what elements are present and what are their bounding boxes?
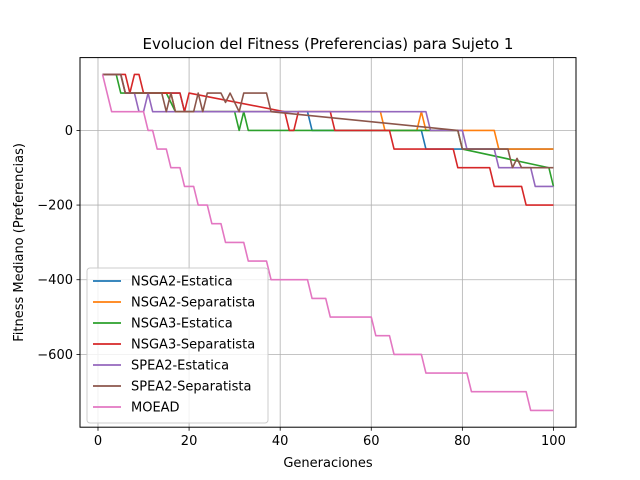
legend-entry-label: NSGA2-Separatista xyxy=(131,296,255,311)
series-lines xyxy=(101,73,555,412)
legend-entry-label: NSGA3-Separatista xyxy=(131,338,255,353)
legend-entry-label: SPEA2-Estatica xyxy=(131,359,229,374)
axis-ticks: 0 20 40 60 80 100 0 −200 −400 −600 xyxy=(37,124,566,449)
legend-entry-label: NSGA2-Estatica xyxy=(131,275,233,290)
legend-entry-label: MOEAD xyxy=(131,401,180,416)
y-tick-label: −600 xyxy=(37,348,73,363)
plot-frame xyxy=(79,57,577,428)
x-tick-label: 40 xyxy=(272,434,289,449)
legend-entry-label: SPEA2-Separatista xyxy=(131,380,252,395)
legend: NSGA2-Estatica NSGA2-Separatista NSGA3-Est… xyxy=(86,267,269,424)
x-tick-label: 80 xyxy=(454,434,471,449)
y-axis-label: Fitness Mediano (Preferencias) xyxy=(12,143,27,342)
y-tick-label: 0 xyxy=(65,124,73,139)
series-line-nsga3-separatista xyxy=(102,73,554,206)
x-tick-label: 0 xyxy=(94,434,102,449)
chart-title: Evolucion del Fitness (Preferencias) par… xyxy=(143,35,514,53)
series-line-spea2-estatica xyxy=(102,73,554,188)
legend-entry-label: NSGA3-Estatica xyxy=(131,317,233,332)
series-line-spea2-separatista xyxy=(102,73,554,169)
x-tick-label: 20 xyxy=(181,434,198,449)
x-tick-label: 100 xyxy=(541,434,566,449)
y-tick-label: −400 xyxy=(37,273,73,288)
y-tick-label: −200 xyxy=(37,199,73,214)
x-tick-label: 60 xyxy=(363,434,380,449)
x-axis-label: Generaciones xyxy=(283,456,373,471)
legend-box xyxy=(86,267,269,424)
series-line-moead xyxy=(101,74,554,412)
